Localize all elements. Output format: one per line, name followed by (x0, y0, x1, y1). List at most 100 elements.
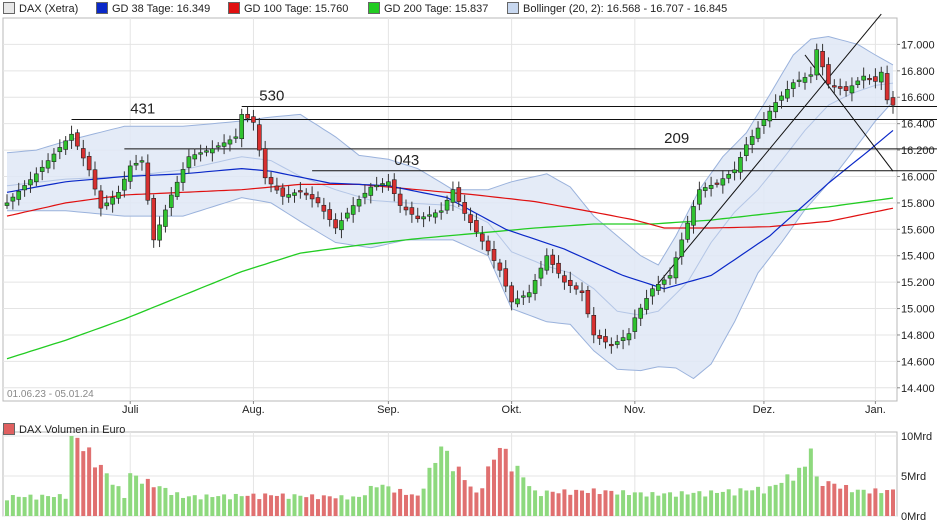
candle-up (210, 148, 215, 154)
volume-bar (756, 486, 761, 516)
candle (51, 148, 57, 170)
volume-bar (257, 499, 262, 516)
volume-bar (392, 492, 397, 516)
volume-bar (885, 490, 890, 516)
volume-swatch (3, 423, 15, 435)
volume-bar (474, 492, 479, 516)
volume-bar (808, 448, 813, 516)
chart-legend: DAX (Xetra) GD 38 Tage: 16.349 GD 100 Ta… (0, 0, 900, 16)
y-tick-label: 16.800 (901, 66, 935, 78)
candle-down (585, 290, 591, 315)
volume-bar (333, 498, 338, 516)
candle (861, 67, 866, 89)
candle-down (251, 116, 256, 123)
candle (63, 136, 68, 155)
bollinger-mid-line (6, 82, 894, 316)
volume-bar (832, 483, 837, 516)
y-tick-label: 16.000 (901, 171, 935, 183)
candle (4, 194, 10, 209)
candle (16, 182, 22, 206)
candle-up (808, 74, 814, 77)
volume-bar (87, 447, 92, 516)
candle (251, 109, 256, 131)
volume-bar (814, 476, 819, 516)
candle (321, 197, 327, 220)
y-tick-label: 16.400 (901, 119, 935, 131)
candle (673, 251, 679, 284)
volume-bar (34, 499, 39, 516)
candle (650, 285, 655, 305)
y-tick-label: 15.000 (901, 304, 935, 316)
legend-swatch-sma200 (368, 2, 380, 14)
volume-bar (626, 495, 631, 516)
volume-bar (22, 497, 27, 516)
volume-bar (867, 493, 872, 516)
volume-bar (562, 489, 567, 516)
candle (174, 175, 180, 200)
candle-up (450, 189, 456, 203)
candle-up (198, 152, 203, 155)
candle (515, 290, 520, 308)
candle-up (180, 169, 186, 183)
x-tick-label: Jan. (865, 404, 886, 416)
candle-up (233, 136, 239, 139)
candle-up (139, 160, 145, 163)
candle (34, 167, 39, 187)
volume-bar (145, 478, 150, 516)
bollinger-upper-line (6, 35, 894, 266)
candle-up (69, 133, 74, 141)
candle (10, 193, 16, 210)
candle (567, 271, 573, 293)
candlesticks (4, 43, 896, 354)
candle-up (374, 184, 379, 188)
volume-bar (873, 488, 878, 516)
volume-bar (650, 492, 655, 516)
candle-down (597, 335, 602, 339)
volume-bar (69, 436, 74, 516)
candle (720, 170, 726, 194)
candle-up (63, 140, 68, 150)
candle-up (650, 288, 655, 297)
candle (603, 328, 608, 349)
volume-bar (450, 471, 455, 516)
volume-bar (351, 496, 356, 516)
candle-down (415, 215, 421, 220)
y-tick-label: 15.600 (901, 224, 935, 236)
candle (151, 194, 156, 248)
candle-down (75, 132, 80, 147)
candle-up (538, 267, 544, 279)
candle (45, 153, 51, 174)
candle-up (614, 341, 620, 345)
candle-down (274, 185, 280, 191)
candle (345, 207, 350, 222)
volume-bar (116, 486, 121, 516)
volume-bar (403, 494, 408, 516)
candle-down (497, 262, 503, 271)
candle (315, 191, 321, 208)
volume-bar (456, 466, 461, 516)
candle (80, 139, 86, 167)
candle-up (221, 142, 227, 147)
volume-bar (644, 496, 649, 516)
candle-up (738, 157, 743, 173)
candle (890, 90, 896, 114)
volume-bar (216, 496, 221, 516)
candle-up (620, 337, 626, 341)
volume-bar (580, 490, 585, 516)
candle-down (145, 162, 151, 201)
volume-bar (186, 496, 191, 516)
candle-up (755, 127, 761, 139)
candle (485, 235, 491, 256)
x-tick-label: Okt. (502, 404, 522, 416)
candle (479, 226, 485, 250)
candle-down (92, 169, 98, 190)
volume-bar (415, 495, 420, 516)
candle (303, 188, 309, 200)
candle-up (45, 160, 51, 169)
y-tick-label: 15.800 (901, 198, 935, 210)
candle-down (567, 279, 573, 286)
candle-up (720, 178, 726, 186)
candle-up (661, 279, 667, 285)
volume-bar (632, 492, 637, 516)
candle (749, 129, 755, 154)
